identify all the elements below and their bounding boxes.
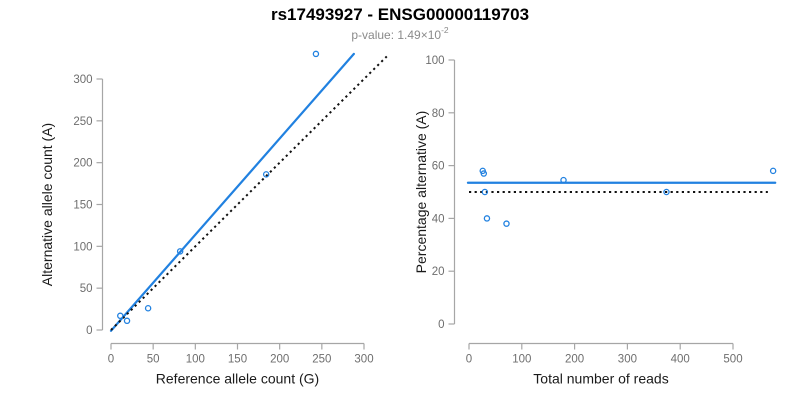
x-tick-label: 0 [108, 354, 114, 366]
y-tick-label: 100 [73, 241, 92, 253]
pvalue-text: p-value: 1.49×10 [351, 28, 442, 42]
y-tick-label: 300 [73, 74, 92, 86]
x-tick-label: 300 [354, 354, 373, 366]
data-point [483, 215, 491, 222]
y-tick-label: 50 [80, 283, 93, 295]
identity-line [110, 55, 388, 331]
data-point [312, 50, 320, 58]
data-point [123, 317, 131, 325]
x-tick-label: 250 [312, 354, 331, 366]
x-tick-label: 100 [186, 354, 205, 366]
allele-count-scatterplot: 0 50 100 150 200 250 300 0 50 100 150 200 250 300 Refe… [39, 50, 388, 387]
x-tick-label: 300 [618, 354, 637, 366]
x-tick-label: 200 [565, 354, 584, 366]
x-tick-label: 400 [671, 354, 690, 366]
x-tick-label: 150 [228, 354, 247, 366]
fit-line [109, 52, 355, 332]
x-tick-label: 500 [723, 354, 742, 366]
x-axis-title: Reference allele count (G) [156, 371, 319, 387]
y-tick-label: 150 [73, 200, 92, 212]
x-tick-label: 100 [512, 354, 531, 366]
data-point [663, 188, 670, 196]
y-tick-label: 40 [432, 213, 445, 225]
y-tick-label: 250 [73, 116, 92, 128]
y-axis-title: Alternative allele count (A) [39, 123, 55, 286]
y-tick-label: 0 [86, 325, 92, 337]
x-tick-label: 200 [270, 354, 289, 366]
data-point [480, 170, 488, 177]
data-point [503, 220, 510, 227]
x-axis-title: Total number of reads [533, 371, 668, 387]
y-tick-label: 80 [432, 108, 445, 120]
data-point [560, 176, 567, 184]
data-point [144, 304, 152, 312]
plot-title: rs17493927 - ENSG00000119703 [270, 5, 530, 24]
data-point [176, 248, 184, 255]
y-tick-label: 100 [425, 55, 444, 67]
pvalue-exponent: -2 [441, 25, 449, 35]
x-tick-label: 50 [147, 354, 160, 366]
y-tick-label: 20 [432, 266, 445, 278]
data-point [262, 171, 270, 178]
plot-subtitle: p-value: 1.49×10-2 [0, 25, 800, 42]
data-point [481, 188, 489, 196]
y-tick-label: 60 [432, 161, 445, 173]
data-point [769, 167, 777, 175]
data-point [117, 312, 124, 320]
percentage-scatterplot: 0 20 40 60 80 100 0 100 200 300 400 500 Total number… [413, 55, 777, 387]
y-tick-label: 0 [438, 319, 444, 331]
y-tick-label: 200 [73, 158, 92, 170]
x-tick-label: 0 [466, 354, 472, 366]
y-axis-title: Percentage alternative (A) [413, 111, 429, 274]
